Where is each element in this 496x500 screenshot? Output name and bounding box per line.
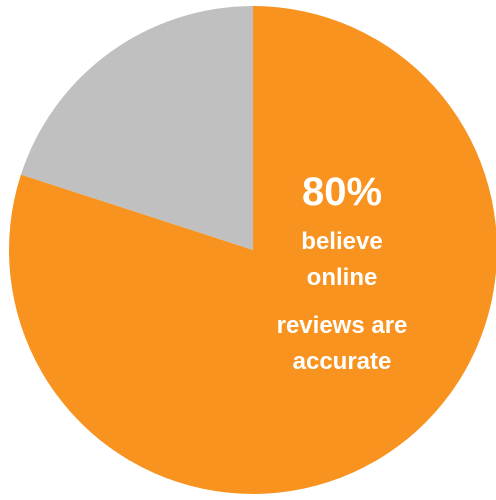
slice-caption-line-3: reviews are (277, 312, 408, 339)
pie-slices (9, 6, 496, 494)
pie-annotation: 80% believe online reviews are accurate (277, 170, 408, 375)
slice-caption-line-2: online (307, 264, 378, 291)
slice-value-label: 80% (302, 170, 382, 214)
slice-caption-line-4: accurate (293, 348, 392, 375)
pie-slice-2 (20, 6, 253, 250)
pie-slice-1 (9, 6, 496, 494)
slice-caption-line-1: believe (301, 228, 382, 255)
